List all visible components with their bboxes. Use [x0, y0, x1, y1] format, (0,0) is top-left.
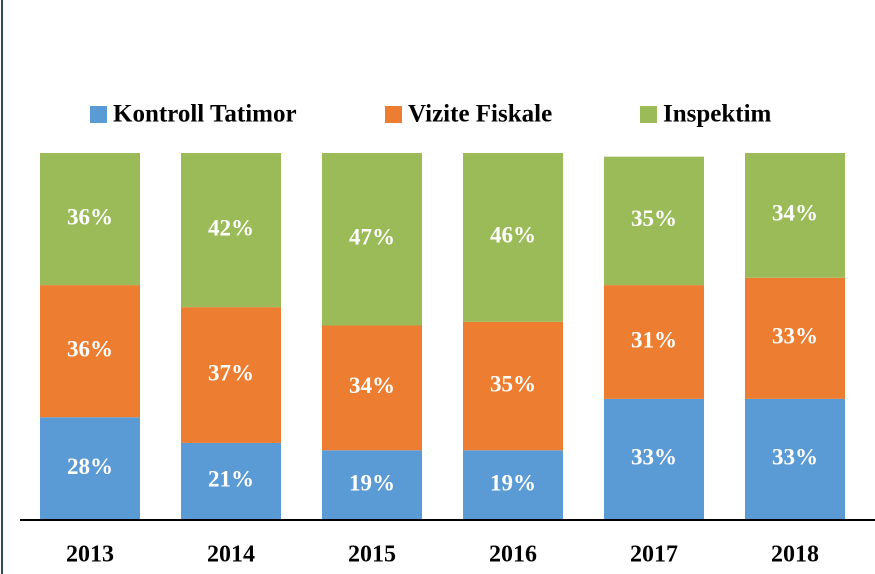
bar-segment [604, 156, 704, 286]
data-label: 33% [772, 445, 818, 470]
bar-segment [181, 153, 281, 308]
bar-segment [604, 285, 704, 399]
data-label: 28% [67, 454, 113, 479]
data-label: 42% [208, 215, 254, 240]
data-label: 47% [349, 225, 395, 250]
data-label: 31% [631, 327, 677, 352]
data-label: 21% [208, 467, 254, 492]
bar-segment [463, 321, 563, 451]
data-label: 19% [490, 470, 536, 495]
legend-swatch [640, 106, 657, 123]
x-tick-label: 2014 [207, 542, 255, 568]
x-tick-label: 2016 [489, 542, 537, 568]
bar-segment [322, 450, 422, 520]
data-label: 36% [67, 336, 113, 361]
bar-segment [40, 417, 140, 520]
legend-swatch [385, 106, 402, 123]
legend-label: Inspektim [663, 101, 772, 128]
bar-segment [322, 153, 422, 326]
bar-segment [40, 153, 140, 286]
bar-segment [181, 442, 281, 520]
x-tick-label: 2013 [66, 542, 114, 568]
data-label: 34% [772, 201, 818, 226]
bar-segment [322, 325, 422, 451]
data-label: 33% [631, 445, 677, 470]
x-tick-label: 2018 [771, 542, 819, 568]
bar-segment [745, 153, 845, 278]
bar-segment [463, 153, 563, 322]
legend-label: Kontroll Tatimor [113, 101, 297, 128]
bar-segment [463, 450, 563, 520]
data-label: 46% [490, 223, 536, 248]
x-tick-label: 2017 [630, 542, 678, 568]
data-label: 19% [349, 470, 395, 495]
bar-segment [604, 398, 704, 520]
bar-segment [181, 307, 281, 443]
data-label: 36% [67, 204, 113, 229]
x-tick-label: 2015 [348, 542, 396, 568]
legend-swatch [90, 106, 107, 123]
data-label: 34% [349, 373, 395, 398]
bar-segment [40, 285, 140, 418]
bar-segment [745, 398, 845, 520]
legend-label: Vizite Fiskale [408, 101, 552, 128]
data-label: 35% [631, 206, 677, 231]
data-label: 37% [208, 360, 254, 385]
data-label: 33% [772, 324, 818, 349]
bar-segment [745, 277, 845, 399]
data-label: 35% [490, 371, 536, 396]
